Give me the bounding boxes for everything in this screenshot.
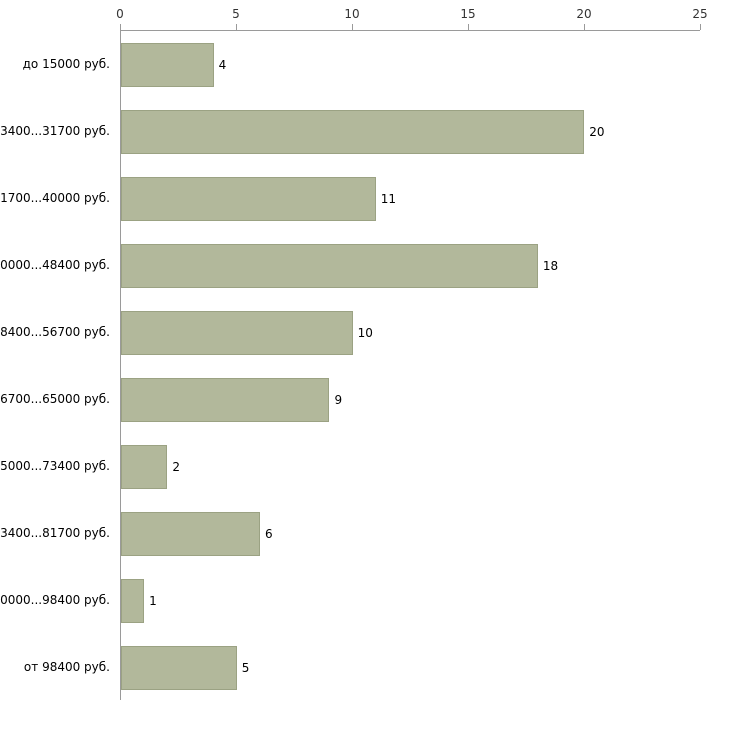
plot-area: 4 20 11 18 10 9 2 6 1 5 [120, 30, 700, 700]
x-tick-label: 20 [576, 7, 592, 21]
category-label: 73400...81700 руб. [0, 525, 110, 540]
bar-row: 2 [121, 433, 700, 500]
bar [121, 176, 376, 221]
category-label: 48400...56700 руб. [0, 324, 110, 339]
bar-value-label: 4 [218, 57, 227, 72]
bar-row: 1 [121, 567, 700, 634]
bar-row: 6 [121, 500, 700, 567]
x-tick-mark [468, 24, 469, 30]
x-tick-mark [120, 24, 121, 30]
bar-row: 10 [121, 299, 700, 366]
bar-row: 18 [121, 232, 700, 299]
x-tick-label: 10 [344, 7, 360, 21]
bar-value-label: 9 [334, 392, 343, 407]
x-tick-label: 25 [692, 7, 708, 21]
x-tick-label: 15 [460, 7, 476, 21]
bar [121, 109, 585, 154]
bar-row: 9 [121, 366, 700, 433]
bar [121, 511, 260, 556]
x-axis: 0 5 10 15 20 25 [0, 0, 730, 30]
category-label: 23400...31700 руб. [0, 123, 110, 138]
bar [121, 377, 330, 422]
x-tick-mark [236, 24, 237, 30]
bar [121, 444, 168, 489]
category-label: 65000...73400 руб. [0, 458, 110, 473]
bar [121, 42, 214, 87]
bar [121, 243, 538, 288]
bar-value-label: 5 [241, 660, 250, 675]
bar-row: 20 [121, 98, 700, 165]
bar [121, 310, 353, 355]
x-tick-label: 0 [116, 7, 124, 21]
bar-value-label: 18 [542, 258, 559, 273]
category-label: от 98400 руб. [23, 659, 110, 674]
bar [121, 578, 145, 623]
bar-value-label: 6 [264, 526, 273, 541]
x-tick-mark [352, 24, 353, 30]
bar-value-label: 20 [589, 124, 605, 139]
bar-value-label: 1 [149, 593, 157, 608]
x-tick-mark [584, 24, 585, 30]
category-label: 56700...65000 руб. [0, 391, 110, 406]
category-label: 40000...48400 руб. [0, 257, 110, 272]
bar [121, 645, 237, 690]
bar-row: 5 [121, 634, 700, 701]
bar-row: 4 [121, 31, 700, 98]
bar-value-label: 11 [380, 191, 397, 206]
category-axis-labels: до 15000 руб. 23400...31700 руб. 31700...4… [0, 30, 114, 700]
category-label: 31700...40000 руб. [0, 190, 110, 205]
x-tick-label: 5 [232, 7, 240, 21]
bar-value-label: 2 [172, 459, 180, 474]
bar-value-label: 10 [357, 325, 373, 340]
category-label: 90000...98400 руб. [0, 592, 110, 607]
bar-row: 11 [121, 165, 700, 232]
category-label: до 15000 руб. [22, 56, 110, 71]
x-tick-mark [700, 24, 701, 30]
